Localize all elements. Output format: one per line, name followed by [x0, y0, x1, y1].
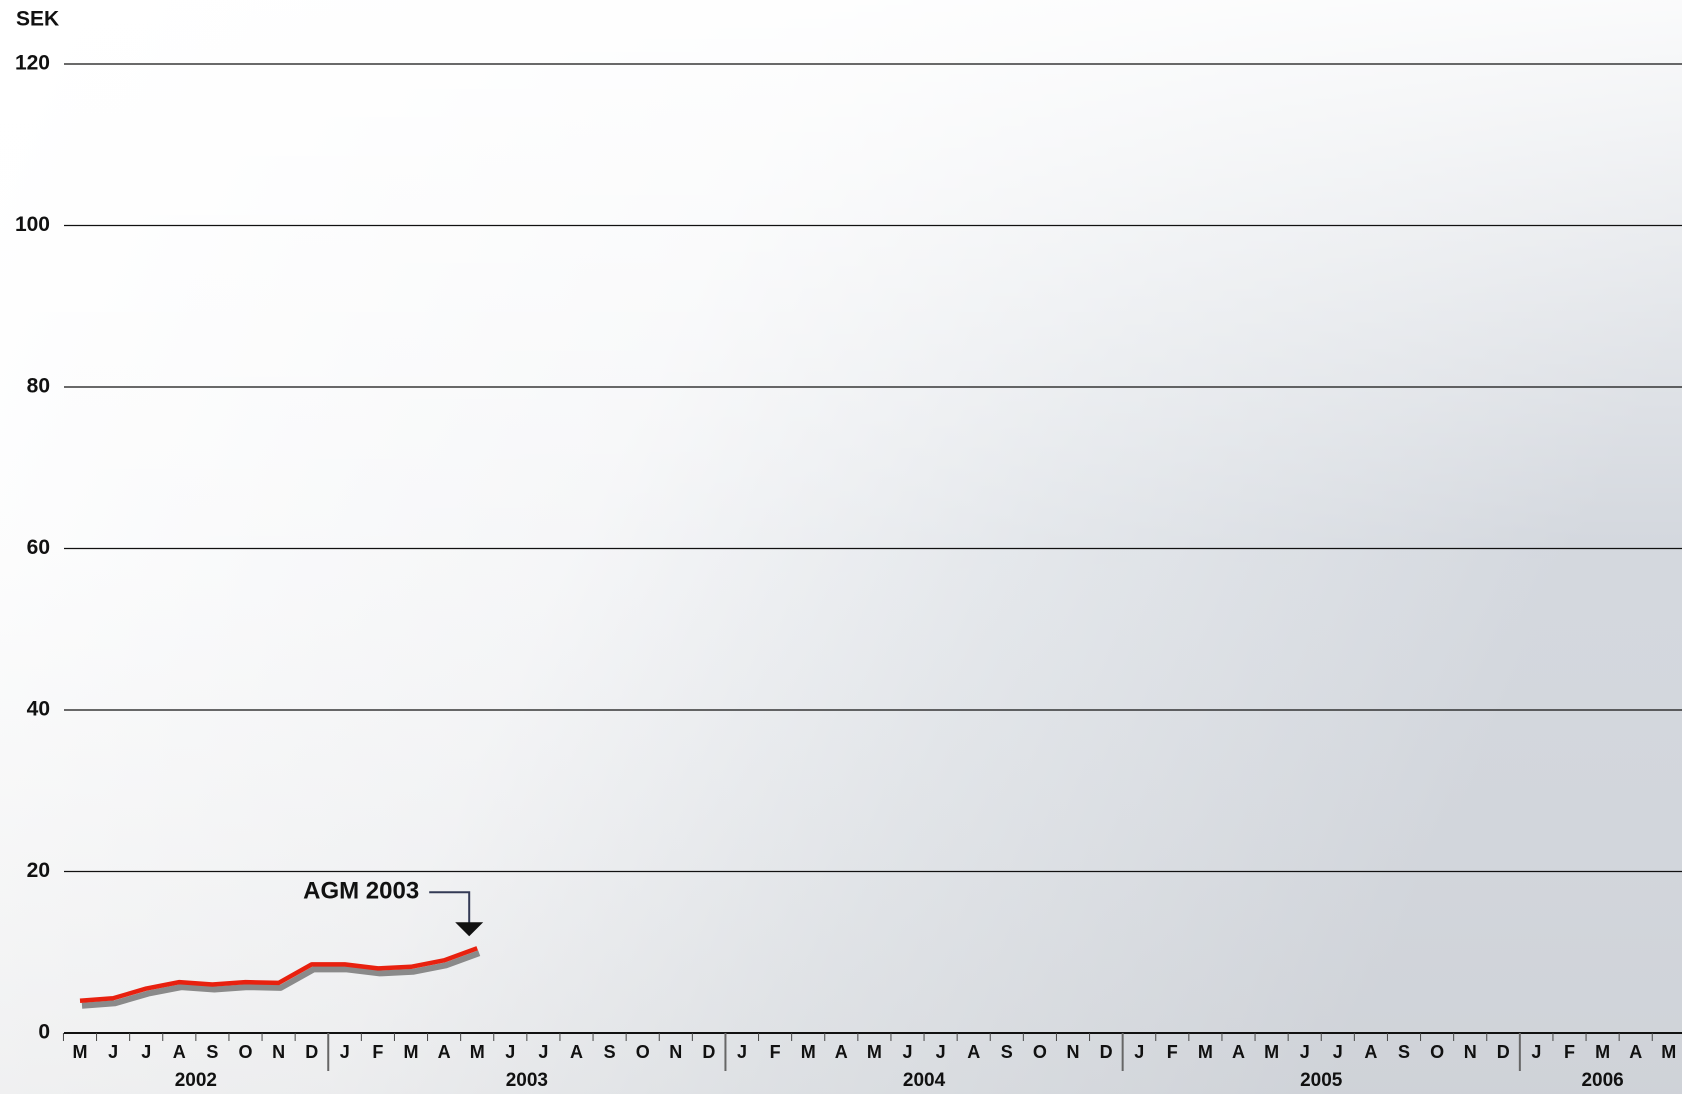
x-tick-label: O — [238, 1042, 252, 1062]
annotation-arrowhead — [455, 922, 484, 937]
x-tick-label: J — [1134, 1042, 1144, 1062]
x-tick-label: S — [1398, 1042, 1410, 1062]
x-tick-label: N — [1067, 1042, 1080, 1062]
x-tick-label: M — [1595, 1042, 1610, 1062]
x-tick-label: J — [340, 1042, 350, 1062]
x-tick-label: A — [173, 1042, 186, 1062]
x-tick-label: A — [438, 1042, 451, 1062]
x-tick-label: N — [272, 1042, 285, 1062]
y-tick-label: 40 — [27, 698, 50, 721]
x-tick-label: J — [1531, 1042, 1541, 1062]
x-tick-label: S — [1001, 1042, 1013, 1062]
x-tick-label: M — [867, 1042, 882, 1062]
x-tick-label: A — [1232, 1042, 1245, 1062]
x-tick-label: J — [538, 1042, 548, 1062]
x-tick-label: M — [1661, 1042, 1676, 1062]
x-tick-label: O — [1033, 1042, 1047, 1062]
year-label: 2004 — [903, 1070, 946, 1091]
x-tick-label: F — [372, 1042, 383, 1062]
y-tick-label: 0 — [38, 1021, 50, 1044]
x-tick-label: M — [73, 1042, 88, 1062]
x-tick-label: S — [206, 1042, 218, 1062]
y-tick-label: 120 — [15, 52, 50, 75]
x-tick-label: J — [141, 1042, 151, 1062]
x-tick-label: F — [770, 1042, 781, 1062]
x-tick-label: A — [1629, 1042, 1642, 1062]
y-axis-label: SEK — [16, 8, 59, 31]
x-tick-label: J — [108, 1042, 118, 1062]
x-tick-label: F — [1564, 1042, 1575, 1062]
x-tick-label: D — [1100, 1042, 1113, 1062]
y-tick-label: 20 — [27, 859, 50, 882]
x-tick-label: N — [1464, 1042, 1477, 1062]
y-tick-label: 60 — [27, 536, 50, 559]
x-tick-label: M — [1264, 1042, 1279, 1062]
year-label: 2002 — [175, 1070, 217, 1091]
x-tick-label: J — [737, 1042, 747, 1062]
x-tick-label: J — [1333, 1042, 1343, 1062]
x-tick-label: M — [1198, 1042, 1213, 1062]
line-shadow — [81, 950, 481, 1009]
x-tick-label: J — [936, 1042, 946, 1062]
y-tick-label: 100 — [15, 213, 50, 236]
line — [79, 946, 478, 1003]
x-tick-label: F — [1167, 1042, 1178, 1062]
x-tick-label: N — [669, 1042, 682, 1062]
y-tick-label: 80 — [27, 375, 50, 398]
x-tick-label: D — [1497, 1042, 1510, 1062]
x-tick-label: M — [470, 1042, 485, 1062]
x-tick-label: A — [967, 1042, 980, 1062]
x-tick-label: J — [1300, 1042, 1310, 1062]
x-tick-label: D — [305, 1042, 318, 1062]
annotation-arrow — [429, 891, 471, 925]
x-tick-label: S — [604, 1042, 616, 1062]
x-tick-label: A — [1364, 1042, 1377, 1062]
year-label: 2006 — [1581, 1070, 1623, 1091]
annotation: AGM 2003 — [303, 878, 419, 905]
x-tick-label: J — [902, 1042, 912, 1062]
year-label: 2003 — [506, 1070, 548, 1091]
x-tick-label: M — [404, 1042, 419, 1062]
x-tick-label: O — [636, 1042, 650, 1062]
x-tick-label: O — [1430, 1042, 1444, 1062]
x-tick-label: J — [505, 1042, 515, 1062]
x-tick-label: M — [801, 1042, 816, 1062]
x-tick-label: D — [702, 1042, 715, 1062]
x-tick-label: A — [835, 1042, 848, 1062]
year-label: 2005 — [1300, 1070, 1343, 1091]
x-tick-label: A — [570, 1042, 583, 1062]
